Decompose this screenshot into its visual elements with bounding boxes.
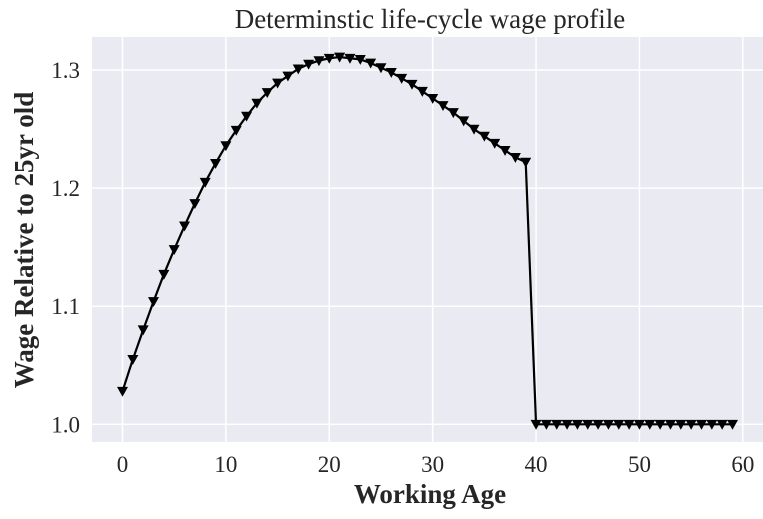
marker xyxy=(716,419,728,430)
marker xyxy=(168,245,180,256)
marker xyxy=(654,419,666,430)
marker xyxy=(416,86,428,97)
marker xyxy=(158,269,170,280)
x-axis-label: Working Age xyxy=(354,479,506,509)
marker xyxy=(633,419,645,430)
marker xyxy=(592,419,604,430)
x-tick-label: 10 xyxy=(214,452,237,477)
y-tick-label: 1.2 xyxy=(51,176,80,201)
x-tick-label: 50 xyxy=(628,452,651,477)
x-tick-label: 60 xyxy=(731,452,754,477)
marker xyxy=(323,53,335,64)
marker xyxy=(334,52,346,63)
marker xyxy=(344,53,356,64)
marker xyxy=(468,124,480,135)
marker xyxy=(561,419,573,430)
marker xyxy=(354,55,366,65)
marker xyxy=(189,199,201,209)
marker xyxy=(303,59,315,70)
marker xyxy=(489,138,501,149)
marker xyxy=(602,419,614,430)
marker xyxy=(664,419,676,430)
marker xyxy=(230,125,242,136)
y-tick-label: 1.3 xyxy=(51,58,80,83)
marker xyxy=(292,64,304,75)
marker xyxy=(685,419,697,430)
marker xyxy=(365,58,377,69)
marker xyxy=(375,63,387,74)
marker xyxy=(251,98,263,109)
marker xyxy=(272,78,284,89)
marker xyxy=(385,68,397,78)
y-axis-label: Wage Relative to 25yr old xyxy=(9,92,39,388)
marker xyxy=(509,153,521,163)
marker xyxy=(447,108,459,119)
marker xyxy=(127,354,139,365)
marker xyxy=(210,158,222,169)
x-tick-label: 20 xyxy=(318,452,341,477)
marker xyxy=(695,419,707,430)
x-tick-label: 40 xyxy=(525,452,548,477)
x-tick-label: 30 xyxy=(421,452,444,477)
marker xyxy=(137,325,149,336)
marker xyxy=(706,419,718,430)
x-tick-label: 0 xyxy=(117,452,129,477)
marker xyxy=(623,419,635,430)
marker xyxy=(571,419,583,430)
y-tick-label: 1.1 xyxy=(51,294,80,319)
marker xyxy=(117,386,128,397)
y-tick-label: 1.0 xyxy=(51,412,80,437)
marker xyxy=(241,111,253,122)
marker xyxy=(406,79,418,90)
marker xyxy=(551,419,563,430)
marker xyxy=(179,221,191,232)
marker xyxy=(727,419,738,430)
marker xyxy=(458,116,470,127)
marker xyxy=(582,419,594,430)
marker xyxy=(313,56,325,67)
marker xyxy=(220,141,232,152)
marker xyxy=(261,88,273,98)
marker xyxy=(520,157,532,168)
marker xyxy=(499,145,511,156)
marker xyxy=(478,131,490,142)
marker xyxy=(427,93,439,104)
marker xyxy=(148,297,160,307)
marker xyxy=(199,177,211,188)
chart-title: Determinstic life-cycle wage profile xyxy=(235,4,626,34)
marker xyxy=(282,71,294,82)
marker xyxy=(675,419,687,430)
marker xyxy=(613,419,625,430)
marker xyxy=(396,73,408,84)
marker xyxy=(530,419,542,430)
marker xyxy=(437,101,449,111)
marker xyxy=(644,419,656,430)
plot-area xyxy=(92,37,763,442)
marker xyxy=(540,419,552,430)
